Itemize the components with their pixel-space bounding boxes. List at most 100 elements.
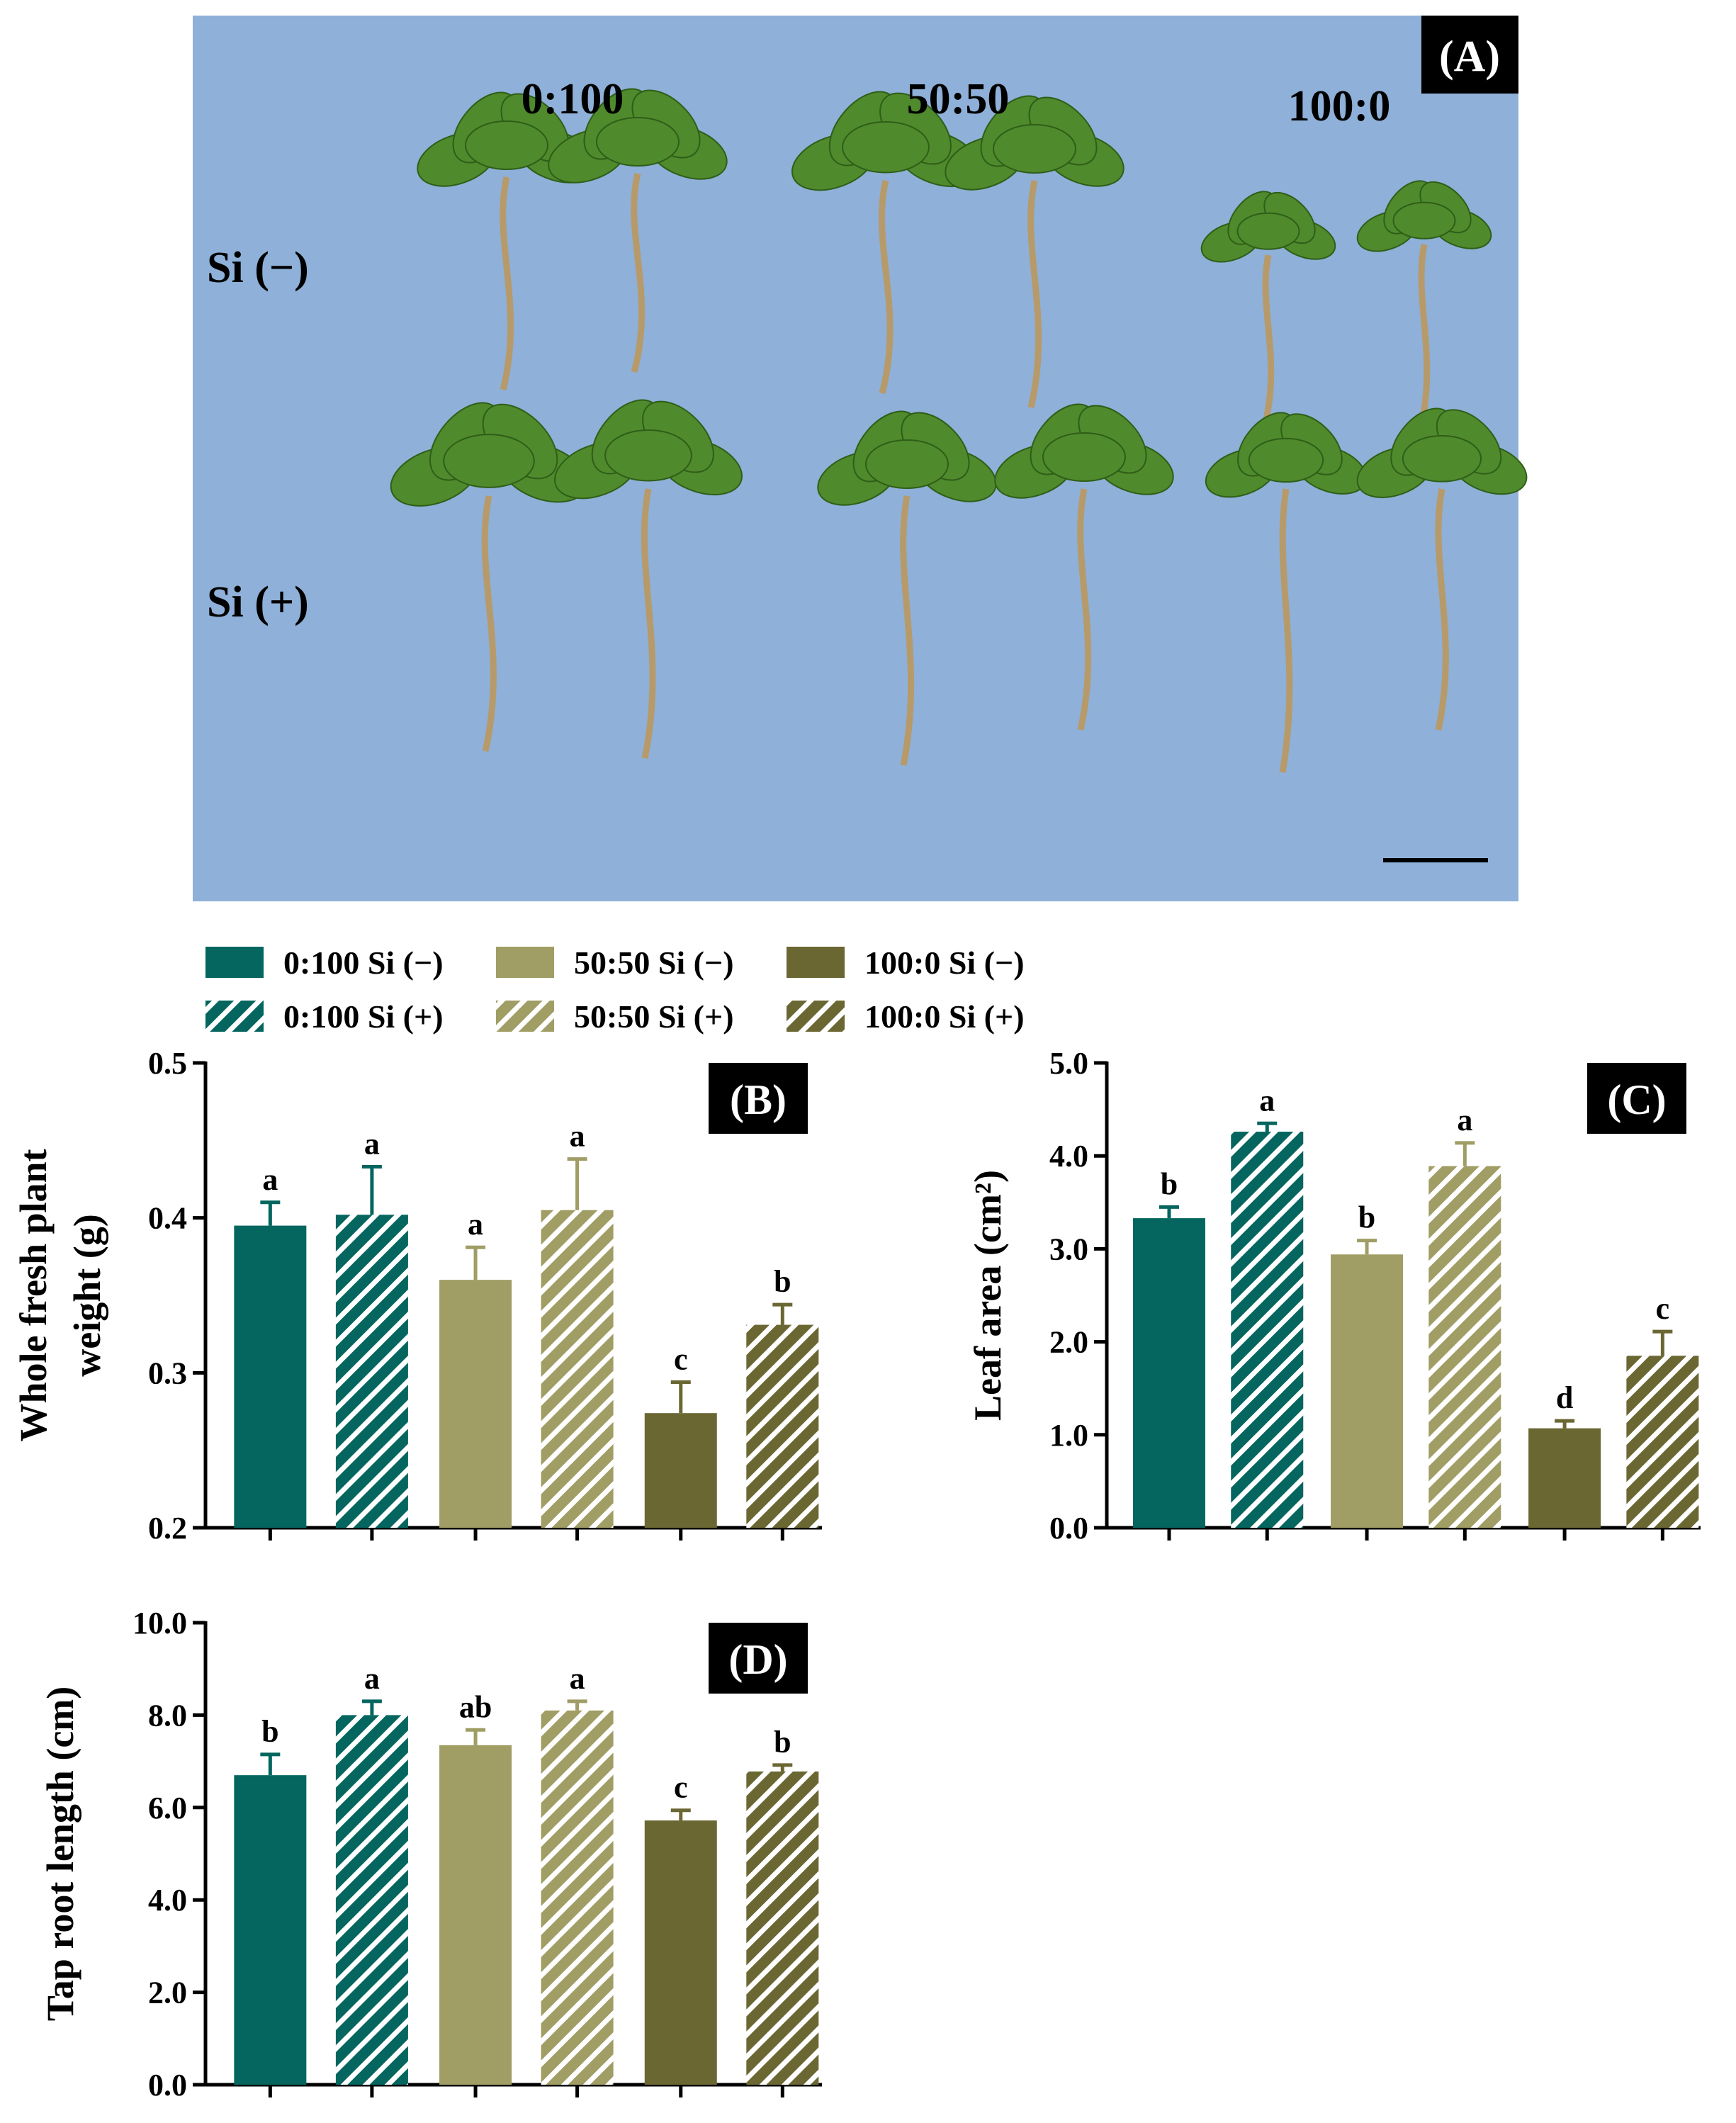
y-tick-label: 10.0 bbox=[133, 1606, 187, 1640]
bar bbox=[541, 1210, 614, 1528]
row-label-si-minus: Si (−) bbox=[207, 244, 309, 292]
y-tick-label: 2.0 bbox=[1049, 1325, 1088, 1360]
root bbox=[1417, 244, 1431, 429]
significance-letter: a bbox=[1457, 1103, 1472, 1137]
legend-label: 0:100 Si (−) bbox=[283, 945, 444, 981]
y-tick-label: 2.0 bbox=[148, 1976, 187, 2010]
root bbox=[1435, 488, 1449, 731]
bar bbox=[644, 1820, 717, 2085]
column-label-50-50: 50:50 bbox=[907, 75, 1010, 123]
plant-photo-panel: (A) 0:100 50:50 100:0 Si (−) Si (+) bbox=[193, 16, 1528, 901]
legend-swatch bbox=[787, 1001, 845, 1032]
significance-letter: b bbox=[1161, 1166, 1178, 1201]
y-tick-label: 0.0 bbox=[148, 2068, 187, 2102]
bar bbox=[1428, 1166, 1501, 1528]
root bbox=[879, 179, 894, 395]
seedling bbox=[1356, 180, 1492, 429]
legend-label: 100:0 Si (+) bbox=[864, 998, 1025, 1035]
y-axis-label: weight (g) bbox=[66, 1214, 108, 1376]
bar bbox=[439, 1745, 512, 2085]
row-label-si-plus: Si (+) bbox=[207, 578, 309, 626]
seedling bbox=[1200, 191, 1336, 427]
seedling bbox=[548, 88, 728, 373]
panel-label-box bbox=[709, 1623, 808, 1694]
root bbox=[631, 172, 646, 373]
leaf bbox=[1236, 212, 1300, 250]
significance-letter: b bbox=[774, 1725, 791, 1759]
leaf bbox=[1248, 437, 1324, 483]
y-tick-label: 0.0 bbox=[1049, 1511, 1088, 1545]
y-tick-label: 1.0 bbox=[1049, 1418, 1088, 1453]
root bbox=[1027, 180, 1042, 409]
seedling bbox=[791, 91, 981, 395]
column-label-100-0: 100:0 bbox=[1288, 82, 1391, 130]
legend-label: 0:100 Si (+) bbox=[283, 998, 444, 1035]
root bbox=[1261, 254, 1275, 427]
bar bbox=[1626, 1356, 1699, 1528]
seedling bbox=[945, 95, 1125, 409]
panel-label-box bbox=[709, 1063, 808, 1134]
legend-swatch bbox=[205, 1001, 264, 1032]
chart-leaf-area: 0.0 1.0 2.0 3.0 4.0 5.0 b a b a d c (C) Leaf area (cm… bbox=[966, 1046, 1701, 1545]
legend-label: 50:50 Si (+) bbox=[574, 998, 734, 1035]
leaf bbox=[465, 120, 548, 170]
y-axis-label: Whole fresh plant bbox=[12, 1149, 55, 1441]
column-label-0-100: 0:100 bbox=[522, 75, 624, 123]
y-tick-label: 0.5 bbox=[148, 1046, 187, 1081]
panel-label: (B) bbox=[730, 1076, 787, 1123]
y-tick-label: 0.2 bbox=[148, 1511, 187, 1545]
y-tick-label: 4.0 bbox=[148, 1883, 187, 1918]
leaf bbox=[443, 434, 535, 488]
significance-letter: a bbox=[364, 1127, 380, 1161]
y-tick-label: 5.0 bbox=[1049, 1046, 1088, 1081]
legend-swatch bbox=[787, 947, 845, 978]
leaf bbox=[865, 439, 949, 489]
bar bbox=[746, 1324, 819, 1528]
chart-fresh-weight: 0.2 0.3 0.4 0.5 a a a a c b (B) Whole fresh plant we… bbox=[12, 1046, 822, 1545]
legend-swatch bbox=[496, 947, 554, 978]
significance-letter: c bbox=[1656, 1291, 1670, 1326]
leaf bbox=[604, 429, 692, 482]
leaf bbox=[1402, 434, 1482, 483]
bar bbox=[335, 1215, 408, 1528]
root bbox=[641, 488, 656, 759]
seedling bbox=[1205, 412, 1368, 773]
root bbox=[500, 176, 514, 391]
significance-letter: a bbox=[570, 1119, 585, 1154]
bar bbox=[439, 1280, 512, 1528]
bar bbox=[234, 1225, 307, 1528]
significance-letter: ab bbox=[459, 1689, 492, 1724]
bar bbox=[1231, 1132, 1304, 1528]
bar bbox=[234, 1775, 307, 2085]
legend-label: 50:50 Si (−) bbox=[574, 945, 734, 981]
panel-a-label: (A) bbox=[1439, 33, 1500, 81]
significance-letter: a bbox=[1259, 1083, 1275, 1117]
root bbox=[1077, 488, 1092, 731]
bar bbox=[335, 1715, 408, 2085]
chart-tap-root-length: 0.0 2.0 4.0 6.0 8.0 10.0 b a ab a c b (D) Tap root le… bbox=[39, 1606, 822, 2102]
significance-letter: b bbox=[774, 1264, 791, 1299]
y-axis-label: Leaf area (cm²) bbox=[966, 1170, 1009, 1421]
leaf bbox=[993, 124, 1076, 174]
significance-letter: c bbox=[674, 1341, 688, 1376]
legend-swatch bbox=[496, 1001, 554, 1032]
bar bbox=[644, 1413, 717, 1528]
bar bbox=[541, 1710, 614, 2085]
seedling bbox=[1356, 407, 1528, 731]
leaf bbox=[1392, 201, 1456, 240]
seedlings bbox=[390, 88, 1528, 773]
y-tick-label: 3.0 bbox=[1049, 1232, 1088, 1266]
y-tick-label: 0.3 bbox=[148, 1356, 187, 1390]
y-tick-label: 6.0 bbox=[148, 1791, 187, 1825]
leaf bbox=[842, 121, 930, 174]
legend-label: 100:0 Si (−) bbox=[864, 945, 1025, 981]
panel-label: (D) bbox=[728, 1636, 787, 1683]
significance-letter: d bbox=[1556, 1380, 1573, 1415]
panel-label-box bbox=[1587, 1063, 1686, 1134]
panel-label: (C) bbox=[1607, 1076, 1666, 1123]
seedling bbox=[417, 91, 597, 391]
seedling bbox=[817, 410, 997, 766]
significance-letter: b bbox=[261, 1714, 278, 1749]
significance-letter: c bbox=[674, 1770, 688, 1805]
